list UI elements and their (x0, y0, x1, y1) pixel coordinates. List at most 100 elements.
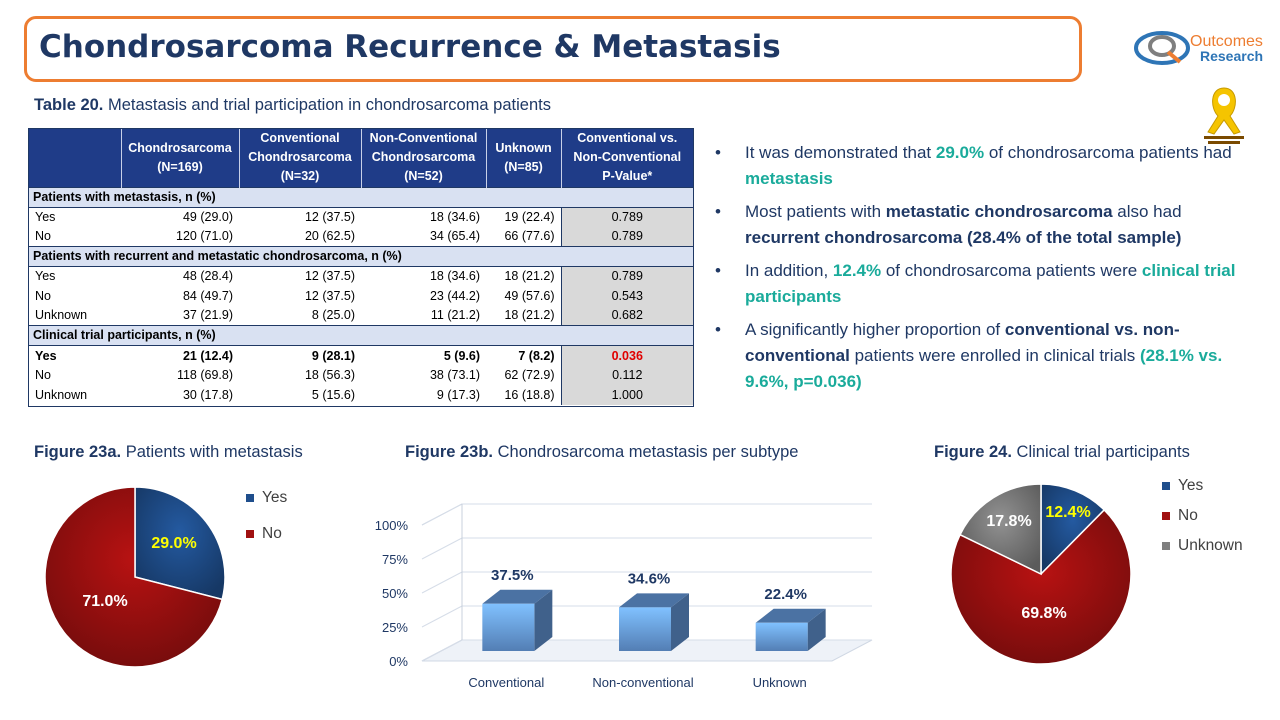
table-caption: Table 20. Metastasis and trial participa… (34, 96, 551, 115)
finding-item: Most patients with metastatic chondrosar… (712, 199, 1252, 251)
x-category-label: Non-conventional (592, 675, 693, 690)
y-tick-label: 50% (382, 586, 408, 601)
figure-23a-caption: Figure 23a. Patients with metastasis (34, 443, 303, 462)
table-row: Yes 21 (12.4) 9 (28.1) 5 (9.6) 7 (8.2) 0.036 (29, 345, 693, 366)
figure-23a-text: Patients with metastasis (121, 443, 303, 461)
finding-highlight: metastasis (745, 169, 833, 188)
pie-data-label: 17.8% (986, 513, 1031, 530)
table-cell: 19 (22.4) (504, 209, 555, 224)
finding-highlight: 12.4% (832, 261, 882, 280)
table-cell: 9 (28.1) (311, 348, 355, 363)
figure-24-text: Clinical trial participants (1011, 443, 1190, 461)
table-cell: 23 (44.2) (429, 288, 480, 303)
logo-swirl-icon (1134, 31, 1190, 65)
table-header-cell (29, 129, 121, 187)
table-cell: 84 (49.7) (182, 288, 233, 303)
finding-highlight: 29.0% (935, 143, 985, 162)
table-cell: 12 (37.5) (304, 269, 355, 284)
table-pvalue-cell: 0.682 (560, 306, 693, 326)
table-row-label: No (35, 288, 51, 303)
finding-text: In addition, (745, 261, 833, 280)
table-section-title: Patients with recurrent and metastatic c… (29, 246, 693, 268)
table-row: Yes 49 (29.0) 12 (37.5) 18 (34.6) 19 (22.4) 0… (29, 207, 693, 227)
figure-24-label: Figure 24. (934, 443, 1012, 461)
finding-text: of chondrosarcoma patients were (881, 261, 1142, 280)
table-row-label: No (35, 368, 51, 383)
figure-23b-text: Chondrosarcoma metastasis per subtype (493, 443, 799, 461)
table-cell: 49 (29.0) (182, 209, 233, 224)
pie-data-label: 29.0% (151, 535, 196, 552)
pie-slice-no (950, 508, 1132, 665)
logo-word-outcomes: Outcomes (1190, 33, 1263, 50)
outcomes-research-logo: Outcomes Research (1134, 26, 1274, 70)
table-pvalue-cell: 0.789 (560, 266, 693, 287)
table-row: No 84 (49.7) 12 (37.5) 23 (44.2) 49 (57.6) 0.… (29, 286, 693, 307)
legend-swatch (1162, 542, 1170, 550)
table-cell: 20 (62.5) (304, 228, 355, 243)
metastasis-subtype-bar-chart: 0% 25% 50% 75% 100% 37.5% Conventional 34.6% Non… (375, 503, 873, 690)
table-cell: 12 (37.5) (304, 288, 355, 303)
table-row-label: Unknown (35, 308, 88, 323)
finding-text: also had (1112, 202, 1182, 221)
finding-highlight: recurrent chondrosarcoma (28.4% of the t… (745, 228, 1182, 247)
table-row-label: Yes (35, 348, 57, 363)
table-cell: 18 (21.2) (504, 269, 555, 284)
table-cell: 9 (17.3) (436, 387, 480, 402)
legend-label: Yes (1178, 477, 1204, 494)
legend-swatch (1162, 512, 1170, 520)
y-tick-label: 25% (382, 620, 408, 635)
gridline-side (421, 605, 463, 628)
table-pvalue-cell: 0.036 (560, 345, 693, 366)
table-pvalue-cell: 0.789 (560, 207, 693, 227)
table-section-row: Patients with metastasis, n (%) (29, 186, 693, 208)
table-row-label: Yes (35, 269, 56, 284)
table-cell: 18 (56.3) (304, 368, 355, 383)
finding-item: In addition, 12.4% of chondrosarcoma pat… (712, 258, 1252, 310)
table-header-row: Chondrosarcoma (N=169) Conventional Chon… (29, 129, 693, 187)
y-tick-label: 100% (375, 518, 409, 533)
table-row: No 120 (71.0) 20 (62.5) 34 (65.4) 66 (77.6) 0… (29, 226, 693, 247)
table-cell: 5 (9.6) (443, 348, 480, 363)
pie-slice-yes (1040, 483, 1106, 576)
table-cell: 34 (65.4) (429, 228, 480, 243)
pie-slice-yes (134, 486, 226, 601)
table-cell: 11 (21.2) (430, 308, 480, 323)
legend-swatch (246, 494, 254, 502)
metastasis-pie-chart: 29.0% 71.0% Yes No (44, 486, 288, 668)
bar-data-label: 22.4% (764, 586, 807, 603)
table-cell: 18 (21.2) (504, 308, 555, 323)
gridline-side (421, 503, 463, 526)
finding-text: It was demonstrated that (745, 143, 936, 162)
bar-side (534, 589, 553, 651)
table-cell: 48 (28.4) (182, 269, 233, 284)
figure-23b-caption: Figure 23b. Chondrosarcoma metastasis pe… (405, 443, 798, 462)
table-cell: 5 (15.6) (311, 387, 355, 402)
pie-data-label: 12.4% (1045, 504, 1090, 521)
table-cell: 12 (37.5) (304, 209, 355, 224)
finding-highlight: conventional vs. non-conventional (745, 320, 1180, 365)
legend-label: No (262, 525, 282, 542)
findings-list: It was demonstrated that 29.0% of chondr… (712, 140, 1252, 402)
table-header-cell: Conventional vs. Non-Conventional P-Valu… (560, 129, 693, 187)
page-title: Chondrosarcoma Recurrence & Metastasis (39, 29, 781, 65)
gridline-side (421, 571, 463, 594)
table-section-title: Patients with metastasis, n (%) (29, 186, 693, 208)
table-pvalue-cell: 0.789 (560, 226, 693, 247)
legend-label: Yes (262, 489, 288, 506)
figure-24-caption: Figure 24. Clinical trial participants (934, 443, 1190, 462)
table-caption-label: Table 20. (34, 96, 104, 114)
table-cell: 38 (73.1) (429, 368, 480, 383)
table-row: Yes 48 (28.4) 12 (37.5) 18 (34.6) 18 (21.2) 0… (29, 266, 693, 287)
table-caption-text: Metastasis and trial participation in ch… (103, 96, 551, 114)
table-header-cell: Unknown (N=85) (485, 129, 561, 187)
table-header-cell: Conventional Chondrosarcoma (N=32) (238, 129, 361, 187)
finding-text: patients were enrolled in clinical trial… (849, 346, 1140, 365)
table-row: Unknown 30 (17.8) 5 (15.6) 9 (17.3) 16 (18.8… (29, 385, 693, 406)
bar-data-label: 34.6% (628, 570, 671, 587)
figure-23a-label: Figure 23a. (34, 443, 122, 461)
table-cell: 49 (57.6) (504, 288, 555, 303)
bar (755, 622, 808, 651)
y-tick-label: 75% (382, 552, 408, 567)
x-category-label: Unknown (753, 675, 807, 690)
pie-slice-unknown (959, 483, 1042, 576)
